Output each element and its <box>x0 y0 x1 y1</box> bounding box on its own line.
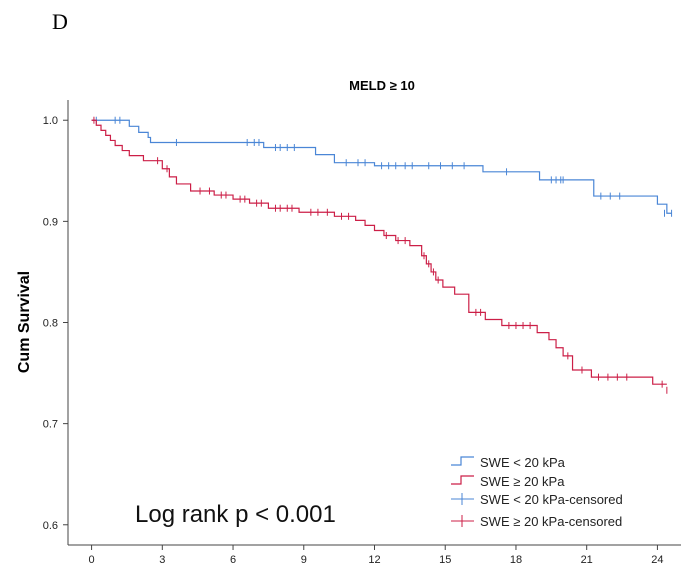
survival-curves <box>91 116 673 394</box>
panel-label: D <box>52 9 68 34</box>
legend-swatch-line <box>451 456 474 466</box>
x-tick-label: 18 <box>510 554 522 566</box>
x-tick-label: 6 <box>230 554 236 566</box>
x-tick-label: 3 <box>159 554 165 566</box>
x-tick-label: 0 <box>89 554 95 566</box>
x-tick-label: 21 <box>581 554 593 566</box>
chart-title: MELD ≥ 10 <box>349 78 415 93</box>
legend: SWE < 20 kPa SWE ≥ 20 kPa SWE < 20 kPa-cen… <box>451 455 623 529</box>
x-tick-label: 24 <box>651 554 663 566</box>
legend-swatch-line <box>451 475 474 485</box>
y-tick-label: 0.9 <box>43 216 58 228</box>
y-tick-label: 0.7 <box>43 419 58 431</box>
legend-label: SWE ≥ 20 kPa <box>480 474 565 489</box>
y-tick-label: 1.0 <box>43 115 58 127</box>
km-step-line-0 <box>91 119 672 214</box>
km-step-line-1 <box>91 119 667 385</box>
x-tick-label: 12 <box>368 554 380 566</box>
y-tick-label: 0.6 <box>43 520 58 532</box>
axes: 0 3 6 9 12 15 18 21 24 0.6 0.7 0.8 0.9 1.0 <box>43 100 681 566</box>
legend-label: SWE ≥ 20 kPa-censored <box>480 514 622 529</box>
x-tick-label: 15 <box>439 554 451 566</box>
x-tick-label: 9 <box>301 554 307 566</box>
y-axis-label: Cum Survival <box>16 271 33 373</box>
log-rank-annotation: Log rank p < 0.001 <box>135 501 336 528</box>
legend-label: SWE < 20 kPa <box>480 455 566 470</box>
y-tick-label: 0.8 <box>43 318 58 330</box>
legend-label: SWE < 20 kPa-censored <box>480 492 623 507</box>
